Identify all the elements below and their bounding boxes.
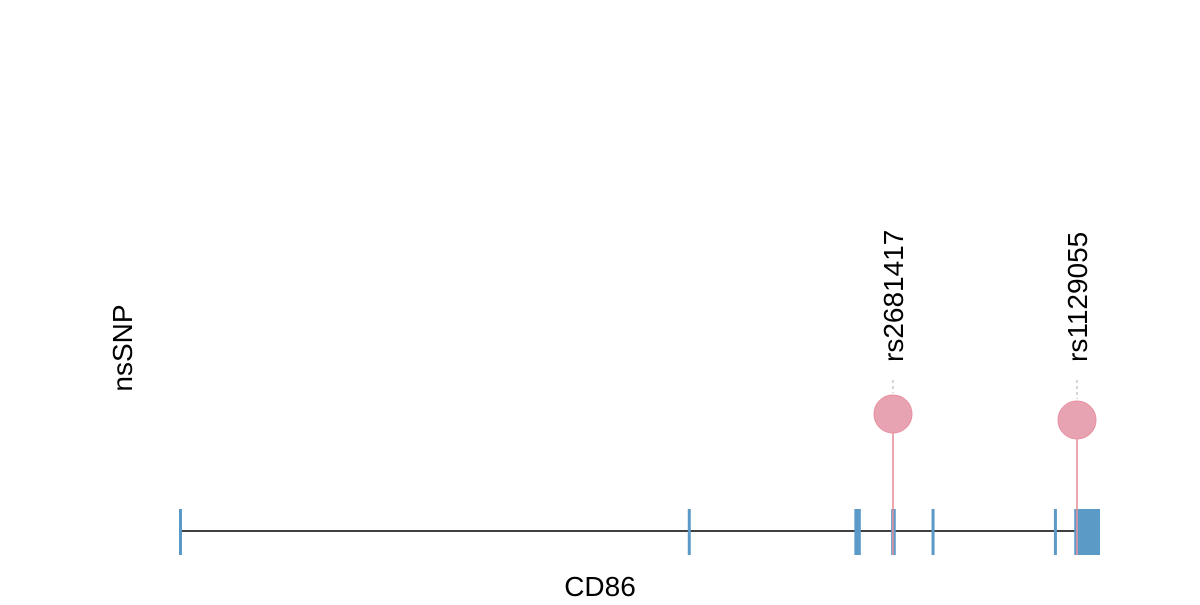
exon-block-2 [687, 509, 691, 555]
exon-block-3 [854, 509, 861, 555]
snp-marker [1057, 400, 1097, 440]
exon-block-7 [1074, 509, 1100, 555]
snp-label: rs2681417 [878, 230, 909, 362]
snp-lollipop-rs2681417: rs2681417 [873, 230, 913, 555]
snp-group: rs2681417 rs1129055 [873, 230, 1097, 555]
snp-marker [873, 394, 913, 434]
gene-label: CD86 [564, 571, 636, 600]
exon-block-1 [179, 509, 182, 555]
track-label: nsSNP [107, 304, 138, 391]
exon-block-5 [931, 509, 935, 555]
snp-label: rs1129055 [1062, 232, 1093, 362]
snp-lollipop-rs1129055: rs1129055 [1057, 232, 1097, 555]
exon-block-6 [1053, 509, 1057, 555]
exon-group [179, 509, 1100, 555]
